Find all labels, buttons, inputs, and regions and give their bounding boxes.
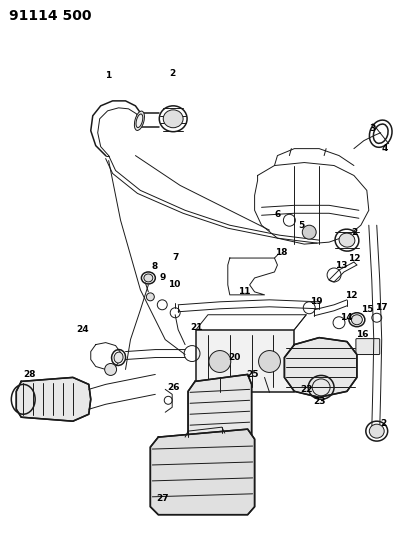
Text: 2: 2 [351, 228, 357, 237]
Polygon shape [285, 337, 357, 397]
Text: 9: 9 [159, 273, 166, 282]
Ellipse shape [351, 315, 362, 325]
Polygon shape [16, 377, 91, 421]
Text: 8: 8 [151, 262, 158, 271]
Text: 11: 11 [238, 287, 251, 296]
Text: 20: 20 [228, 353, 241, 362]
Text: 28: 28 [23, 370, 35, 379]
Text: 25: 25 [246, 370, 259, 379]
Text: 17: 17 [375, 303, 388, 312]
Ellipse shape [163, 110, 183, 128]
Text: 2: 2 [169, 69, 175, 77]
Ellipse shape [369, 424, 384, 438]
Circle shape [302, 225, 316, 239]
Ellipse shape [144, 274, 153, 282]
Ellipse shape [136, 114, 143, 127]
Text: 4: 4 [382, 144, 388, 153]
Ellipse shape [339, 233, 355, 247]
Text: 7: 7 [172, 253, 178, 262]
Ellipse shape [209, 351, 231, 373]
Text: 6: 6 [274, 210, 281, 219]
Text: 12: 12 [348, 254, 360, 263]
Text: 13: 13 [335, 261, 347, 270]
Text: 27: 27 [156, 494, 169, 503]
Polygon shape [150, 429, 255, 515]
Text: 1: 1 [105, 71, 112, 80]
Text: 10: 10 [168, 280, 180, 289]
Text: 2: 2 [380, 419, 387, 427]
FancyBboxPatch shape [356, 338, 380, 354]
Text: 16: 16 [355, 330, 368, 339]
Ellipse shape [114, 352, 123, 363]
Text: 3: 3 [370, 124, 376, 133]
Text: 5: 5 [298, 221, 304, 230]
Text: 24: 24 [76, 325, 89, 334]
Circle shape [146, 293, 154, 301]
Text: 26: 26 [167, 383, 179, 392]
Ellipse shape [135, 111, 144, 131]
Ellipse shape [259, 351, 281, 373]
Polygon shape [188, 375, 252, 487]
Circle shape [105, 364, 117, 375]
Text: 12: 12 [345, 292, 357, 301]
FancyBboxPatch shape [196, 330, 295, 392]
Text: 19: 19 [310, 297, 322, 306]
Text: 22: 22 [300, 385, 312, 394]
Text: 23: 23 [313, 397, 326, 406]
Text: 18: 18 [275, 247, 288, 256]
Text: 21: 21 [190, 323, 202, 332]
Text: 15: 15 [361, 305, 373, 314]
Text: 14: 14 [339, 313, 352, 322]
Text: 91114 500: 91114 500 [9, 10, 92, 23]
